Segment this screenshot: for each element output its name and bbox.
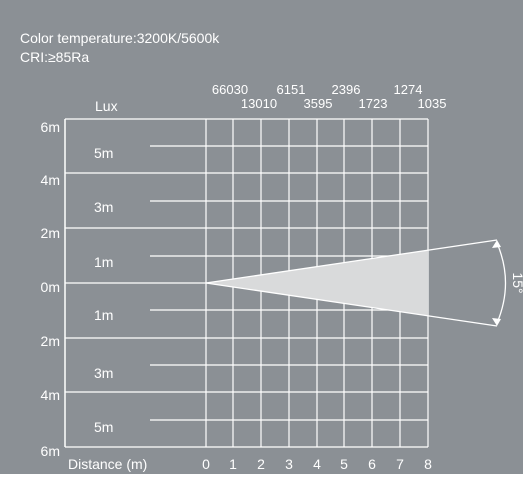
beam-radius-label: 3m xyxy=(94,199,113,215)
lux-label: Lux xyxy=(95,98,118,114)
y-axis-label: 2m xyxy=(41,333,60,349)
arc-arrow-down-icon xyxy=(492,318,501,326)
x-tick-label: 3 xyxy=(285,456,293,472)
x-tick-label: 7 xyxy=(396,456,404,472)
x-axis-title: Distance (m) xyxy=(68,456,147,472)
lux-value: 13010 xyxy=(241,96,277,111)
lux-value: 1723 xyxy=(359,96,388,111)
arc-arrow-up-icon xyxy=(492,240,501,248)
cri-text: CRI:≥85Ra xyxy=(20,49,89,65)
x-tick-label: 5 xyxy=(340,456,348,472)
color-temperature-text: Color temperature:3200K/5600k xyxy=(20,30,220,46)
beam-radius-label: 1m xyxy=(94,307,113,323)
beam-angle-label: 15° xyxy=(510,272,523,293)
x-tick-label: 2 xyxy=(257,456,265,472)
x-tick-label: 8 xyxy=(424,456,432,472)
x-tick-label: 4 xyxy=(313,456,321,472)
beam-radius-label: 1m xyxy=(94,254,113,270)
beam-edge-upper xyxy=(205,239,498,284)
y-axis-label: 0m xyxy=(41,279,60,295)
y-axis-label: 4m xyxy=(41,172,60,188)
y-axis-labels: 6m 4m 2m 0m 2m 4m 6m xyxy=(41,119,60,459)
beam-radius-label: 3m xyxy=(94,365,113,381)
x-tick-label: 0 xyxy=(202,456,210,472)
lux-value: 1274 xyxy=(394,82,423,97)
x-axis-ticks: 0 1 2 3 4 5 6 7 8 xyxy=(202,456,432,472)
beam-edge-lower xyxy=(205,282,498,327)
y-axis-label: 6m xyxy=(41,119,60,135)
beam-radius-labels: 5m 3m 1m 1m 3m 5m xyxy=(94,145,113,435)
beam-cone xyxy=(206,250,428,316)
lux-value: 1035 xyxy=(418,96,447,111)
y-axis-label: 2m xyxy=(41,225,60,241)
lux-value: 3595 xyxy=(304,96,333,111)
lux-value: 66030 xyxy=(212,82,248,97)
x-tick-label: 1 xyxy=(229,456,237,472)
y-axis-label: 6m xyxy=(41,443,60,459)
beam-angle-arc xyxy=(496,242,507,324)
beam-radius-label: 5m xyxy=(94,145,113,161)
beam-radius-label: 5m xyxy=(94,419,113,435)
x-tick-label: 6 xyxy=(368,456,376,472)
lux-value: 6151 xyxy=(277,82,306,97)
lux-value: 2396 xyxy=(332,82,361,97)
y-axis-label: 4m xyxy=(41,387,60,403)
